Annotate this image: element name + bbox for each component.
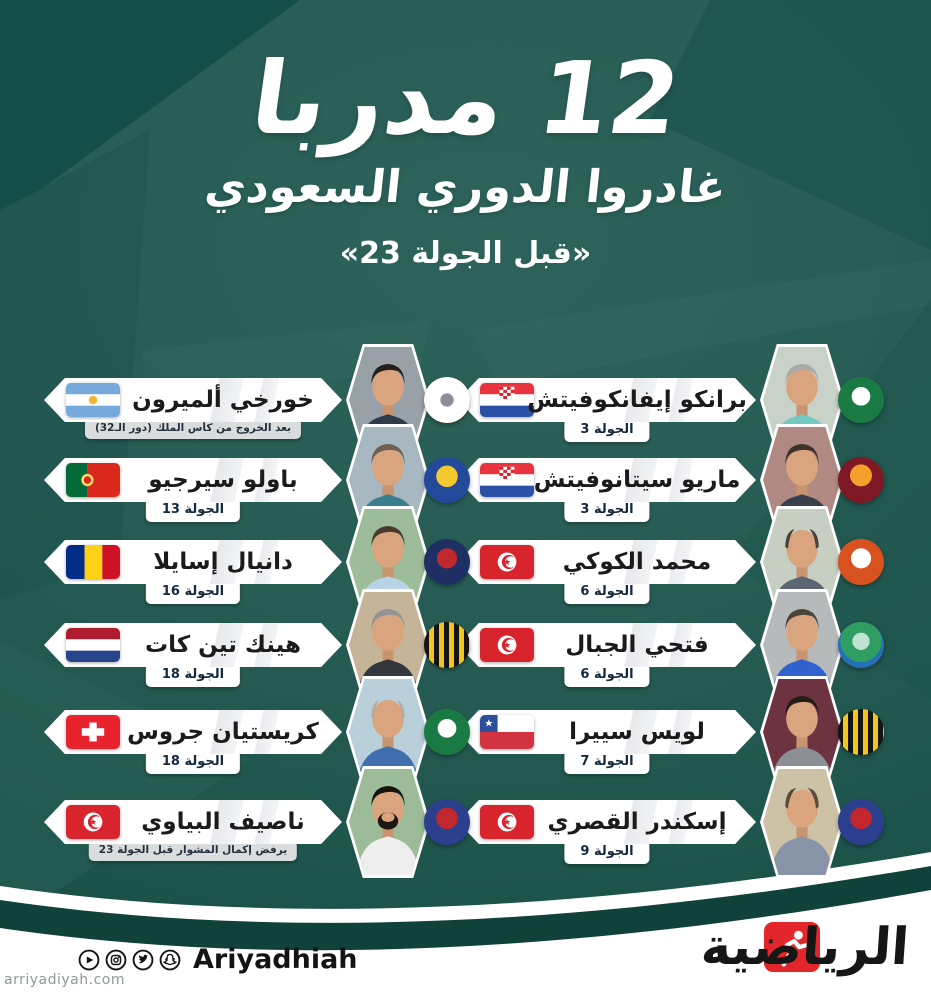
twitter-icon bbox=[132, 949, 154, 971]
round-label: الجولة 7 bbox=[564, 750, 650, 774]
name-plate: لويس سييرا bbox=[458, 710, 756, 754]
coach-name: برانكو إيفانكوفيتش bbox=[527, 387, 747, 413]
round-label: الجولة 3 bbox=[564, 498, 650, 522]
name-plate: ناصيف البياوي bbox=[44, 800, 342, 844]
club-badge-icon bbox=[838, 539, 884, 585]
coach-name: ناصيف البياوي bbox=[141, 809, 305, 835]
flag-croatia-icon bbox=[480, 463, 534, 497]
flag-argentina-icon bbox=[66, 383, 120, 417]
coach-name: لويس سييرا bbox=[569, 719, 705, 745]
coach-name: فتحي الجبال bbox=[565, 632, 709, 658]
name-plate: كريستيان جروس bbox=[44, 710, 342, 754]
title-qualifier: «قبل الجولة 23» bbox=[339, 236, 592, 271]
name-plate: ماريو سيتانوفيتش bbox=[458, 458, 756, 502]
name-plate: محمد الكوكي bbox=[458, 540, 756, 584]
flag-portugal-icon bbox=[66, 463, 120, 497]
coach-entry: الجولة 18 هينك تين كات bbox=[44, 589, 474, 703]
coach-entry: يرفض إكمال المشوار قبل الجولة 23 ناصيف ا… bbox=[44, 766, 474, 880]
title-main: 12 مدربا bbox=[244, 40, 687, 157]
coach-entry: الجولة 9 إسكندر القصري bbox=[458, 766, 888, 880]
round-label: الجولة 6 bbox=[564, 580, 650, 604]
coach-entry: الجولة 18 كريستيان جروس bbox=[44, 676, 474, 790]
coach-photo bbox=[346, 766, 430, 878]
coach-photo bbox=[760, 766, 844, 878]
name-plate: دانيال إسايلا bbox=[44, 540, 342, 584]
snapchat-icon bbox=[159, 949, 181, 971]
flag-switzerland-icon bbox=[66, 715, 120, 749]
club-badge-icon bbox=[838, 622, 884, 668]
club-badge-icon bbox=[424, 539, 470, 585]
club-badge-icon bbox=[424, 377, 470, 423]
logo-wordmark: الرياضية bbox=[699, 917, 911, 977]
round-label: الجولة 9 bbox=[564, 840, 650, 864]
runner-icon bbox=[781, 930, 808, 967]
coach-name: هينك تين كات bbox=[145, 632, 302, 658]
youtube-icon bbox=[78, 949, 100, 971]
flag-croatia-icon bbox=[480, 383, 534, 417]
coach-name: ماريو سيتانوفيتش bbox=[533, 467, 741, 493]
name-plate: إسكندر القصري bbox=[458, 800, 756, 844]
instagram-icon bbox=[105, 949, 127, 971]
flag-tunisia-icon bbox=[66, 805, 120, 839]
exit-note-label: بعد الخروج من كأس الملك (دور الـ32) bbox=[84, 418, 302, 439]
coach-name: إسكندر القصري bbox=[547, 809, 727, 835]
club-badge-icon bbox=[838, 799, 884, 845]
club-badge-icon bbox=[424, 709, 470, 755]
flag-chile-icon bbox=[480, 715, 534, 749]
club-badge-icon bbox=[424, 457, 470, 503]
round-label: الجولة 18 bbox=[145, 750, 241, 774]
coach-name: كريستيان جروس bbox=[127, 719, 319, 745]
title-block: 12 مدربا غادروا الدوري السعودي «قبل الجو… bbox=[0, 40, 931, 271]
club-badge-icon bbox=[838, 709, 884, 755]
logo-red-box bbox=[764, 922, 820, 972]
round-label: الجولة 13 bbox=[145, 498, 241, 522]
club-badge-icon bbox=[838, 377, 884, 423]
flag-romania-icon bbox=[66, 545, 120, 579]
club-badge-icon bbox=[838, 457, 884, 503]
flag-tunisia-icon bbox=[480, 805, 534, 839]
club-badge-icon bbox=[424, 622, 470, 668]
name-plate: هينك تين كات bbox=[44, 623, 342, 667]
flag-netherlands-icon bbox=[66, 628, 120, 662]
coach-entry: الجولة 16 دانيال إسايلا bbox=[44, 506, 474, 620]
coach-entry: بعد الخروج من كأس الملك (دور الـ32) خورخ… bbox=[44, 344, 474, 458]
club-badge-icon bbox=[424, 799, 470, 845]
coach-name: باولو سيرجيو bbox=[148, 467, 298, 493]
name-plate: برانكو إيفانكوفيتش bbox=[458, 378, 756, 422]
ariyadhiah-logo: الرياضية bbox=[699, 912, 911, 984]
round-label: الجولة 16 bbox=[145, 580, 241, 604]
watermark: arriyadiyah.com bbox=[4, 972, 125, 988]
social-row: Ariyadhiah bbox=[78, 944, 358, 975]
flag-tunisia-icon bbox=[480, 628, 534, 662]
social-handle: Ariyadhiah bbox=[193, 944, 358, 975]
name-plate: خورخي ألميرون bbox=[44, 378, 342, 422]
exit-note-label: يرفض إكمال المشوار قبل الجولة 23 bbox=[88, 840, 298, 861]
coach-name: محمد الكوكي bbox=[562, 549, 712, 575]
title-sub: غادروا الدوري السعودي bbox=[202, 160, 729, 213]
coach-name: خورخي ألميرون bbox=[132, 387, 314, 413]
flag-tunisia-icon bbox=[480, 545, 534, 579]
round-label: الجولة 18 bbox=[145, 663, 241, 687]
round-label: الجولة 6 bbox=[564, 663, 650, 687]
name-plate: باولو سيرجيو bbox=[44, 458, 342, 502]
round-label: الجولة 3 bbox=[564, 418, 650, 442]
name-plate: فتحي الجبال bbox=[458, 623, 756, 667]
coach-name: دانيال إسايلا bbox=[153, 549, 293, 575]
